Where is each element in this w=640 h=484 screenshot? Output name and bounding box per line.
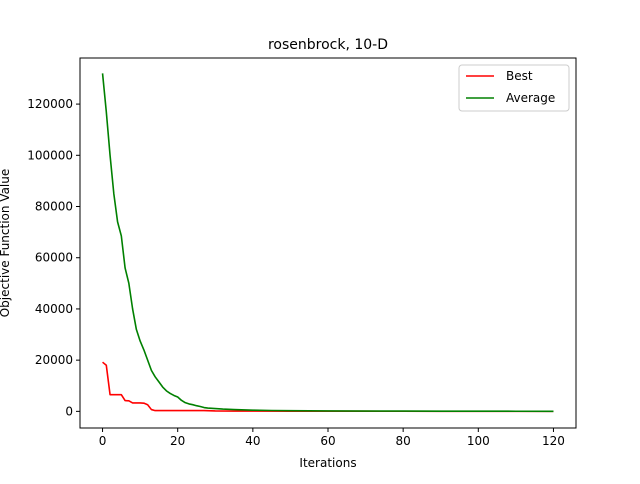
legend-label-best: Best: [506, 69, 533, 83]
x-tick-label: 100: [467, 434, 490, 448]
y-tick-label: 20000: [35, 353, 73, 367]
x-tick-label: 20: [170, 434, 185, 448]
legend-label-average: Average: [506, 91, 555, 105]
y-tick-label: 40000: [35, 302, 73, 316]
x-tick-label: 80: [396, 434, 411, 448]
y-tick-label: 120000: [27, 97, 73, 111]
x-tick-label: 60: [320, 434, 335, 448]
x-axis-ticks: 0 20 40 60 80 100 120: [99, 428, 565, 448]
y-tick-label: 0: [65, 404, 73, 418]
series-layer: [101, 73, 554, 413]
plot-area: [80, 58, 576, 428]
series-line-average: [101, 73, 554, 413]
y-axis-ticks: 0 20000 40000 60000 80000 100000 120000: [27, 97, 80, 418]
x-tick-label: 120: [542, 434, 565, 448]
y-tick-label: 100000: [27, 148, 73, 162]
chart-title: rosenbrock, 10-D: [268, 37, 388, 53]
y-tick-label: 80000: [35, 200, 73, 214]
x-tick-label: 40: [245, 434, 260, 448]
legend: Best Average: [458, 64, 570, 112]
y-axis-label: Objective Function Value: [0, 169, 12, 318]
x-tick-label: 0: [99, 434, 107, 448]
x-axis-label: Iterations: [299, 456, 356, 470]
y-tick-label: 60000: [35, 251, 73, 265]
